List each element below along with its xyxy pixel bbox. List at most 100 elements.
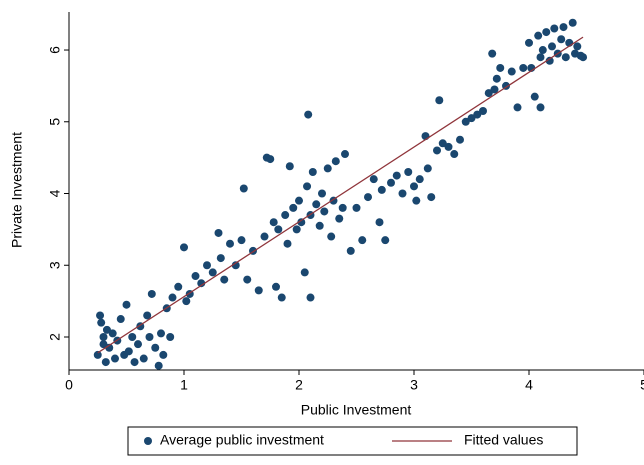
scatter-point: [427, 193, 436, 202]
fit-line: [97, 36, 584, 354]
legend-label: Average public investment: [160, 432, 324, 448]
scatter-point: [116, 315, 125, 324]
scatter-point: [444, 142, 453, 151]
scatter-point: [387, 178, 395, 187]
scatter-point: [338, 203, 347, 212]
scatter-point: [525, 38, 533, 47]
scatter-point: [392, 171, 401, 180]
y-tick-label: 6: [47, 46, 63, 54]
y-tick-label: 2: [47, 333, 63, 341]
scatter-point: [536, 53, 545, 62]
scatter-point: [490, 85, 499, 94]
scatter-point: [513, 103, 522, 112]
scatter-point: [536, 103, 545, 112]
scatter-point: [166, 332, 175, 341]
scatter-point: [96, 311, 105, 320]
scatter-point: [341, 150, 349, 159]
x-tick-label: 1: [180, 377, 188, 393]
scatter-point: [484, 89, 493, 98]
scatter-point: [243, 275, 252, 284]
scatter-point: [377, 185, 386, 194]
scatter-point: [327, 232, 336, 241]
scatter-point: [381, 236, 390, 245]
scatter-point: [154, 361, 163, 370]
scatter-point: [352, 203, 361, 212]
scatter-point: [130, 358, 139, 367]
scatter-point: [254, 286, 263, 295]
scatter-point: [559, 23, 568, 32]
scatter-point: [433, 146, 441, 155]
scatter-point: [151, 343, 160, 352]
scatter-point: [93, 350, 102, 359]
scatter-point: [297, 218, 306, 227]
scatter-point: [159, 350, 168, 359]
scatter-point: [358, 236, 367, 245]
scatter-point: [266, 155, 275, 164]
scatter-point: [303, 182, 312, 191]
scatter-point: [214, 228, 223, 237]
scatter-point: [331, 157, 340, 166]
scatter-point: [237, 236, 246, 245]
scatter-point: [97, 318, 106, 327]
scatter-point: [306, 293, 315, 302]
scatter-point: [415, 175, 424, 184]
legend-marker: [144, 437, 152, 445]
y-tick-label: 5: [47, 118, 63, 126]
scatter-point: [226, 239, 234, 248]
scatter-point: [312, 200, 321, 209]
scatter-point: [548, 42, 556, 51]
scatter-point: [561, 53, 570, 62]
x-tick-label: 5: [640, 377, 644, 393]
scatter-point: [168, 293, 177, 302]
scatter-point: [99, 332, 108, 341]
scatter-point: [239, 184, 248, 193]
scatter-point: [375, 218, 384, 227]
legend-box: [127, 426, 578, 456]
scatter-point: [369, 175, 378, 184]
scatter-point: [479, 107, 487, 116]
scatter-point: [473, 110, 482, 119]
scatter-point: [568, 18, 577, 27]
scatter-point: [274, 225, 283, 234]
x-tick-label: 3: [410, 377, 418, 393]
scatter-point: [295, 196, 303, 205]
x-axis-label: Public Investment: [301, 402, 412, 418]
scatter-point: [364, 193, 372, 202]
scatter-point: [304, 110, 313, 119]
scatter-point: [216, 254, 225, 263]
scatter-point: [174, 282, 183, 291]
scatter-point: [281, 211, 290, 220]
scatter-point: [197, 279, 206, 288]
scatter-point: [105, 343, 114, 352]
scatter-point: [438, 139, 447, 148]
scatter-point: [488, 49, 497, 58]
scatter-point: [191, 272, 200, 281]
scatter-point: [496, 63, 505, 72]
y-tick-label: 3: [47, 261, 63, 269]
scatter-point: [315, 221, 324, 230]
x-tick-label: 0: [65, 377, 73, 393]
scatter-point: [145, 332, 154, 341]
scatter-point: [579, 53, 588, 62]
scatter-point: [450, 150, 459, 159]
scatter-point: [435, 96, 444, 105]
scatter-point: [269, 218, 278, 227]
scatter-point: [410, 182, 418, 191]
scatter-point: [308, 167, 317, 176]
scatter-point: [404, 167, 413, 176]
scatter-point: [285, 162, 294, 171]
scatter-point: [320, 207, 329, 216]
x-tick-label: 4: [525, 377, 533, 393]
scatter-point: [260, 232, 269, 241]
x-tick-label: 2: [295, 377, 303, 393]
scatter-point: [289, 203, 298, 212]
scatter-point: [272, 282, 280, 291]
scatter-point: [283, 239, 292, 248]
scatter-point: [550, 24, 559, 33]
scatter-point: [300, 268, 309, 277]
scatter-point: [143, 311, 152, 320]
scatter-point: [220, 275, 229, 284]
y-tick-label: 4: [47, 189, 63, 197]
scatter-point: [461, 117, 470, 126]
